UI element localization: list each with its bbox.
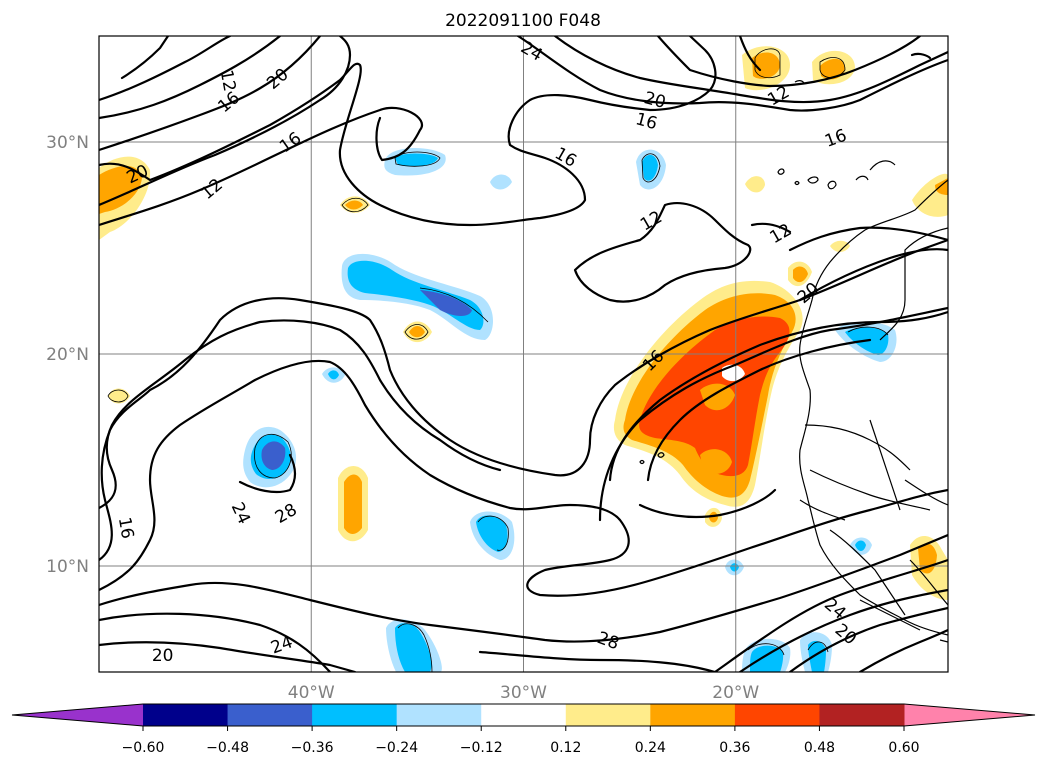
contour-lines — [99, 36, 948, 672]
colorbar: −0.60 −0.48 −0.36 −0.24 −0.12 0.12 0.24 0.36 0.4… — [11, 703, 1036, 756]
colorbar-segment — [312, 704, 398, 726]
y-axis-tick-labels: 30°N 20°N 10°N — [46, 133, 89, 577]
colorbar-segment — [227, 704, 313, 726]
contour-label: 20 — [152, 646, 174, 666]
colorbar-segment — [143, 704, 229, 726]
colorbar-tick-label: −0.12 — [460, 740, 503, 756]
contour-label: 16 — [114, 516, 137, 541]
colorbar-segment — [565, 704, 651, 726]
coastlines — [639, 80, 948, 643]
colorbar-tick-label: 0.24 — [635, 740, 666, 756]
contour-label-text: 16 — [114, 516, 137, 541]
colorbar-segment — [819, 704, 905, 726]
y-tick-label: 30°N — [46, 133, 89, 153]
colorbar-tick-label: −0.24 — [375, 740, 418, 756]
colorbar-tick-label: 0.36 — [719, 740, 750, 756]
colorbar-tick-label: −0.48 — [206, 740, 249, 756]
colorbar-tick-label: 0.12 — [550, 740, 581, 756]
contour-label: 12 — [216, 68, 239, 93]
colorbar-segment — [481, 704, 567, 726]
colorbar-segment — [396, 704, 482, 726]
colorbar-tick-label: 0.60 — [888, 740, 919, 756]
x-tick-label: 40°W — [288, 683, 335, 703]
grid-lines — [99, 36, 948, 672]
chart-title: 2022091100 F048 — [445, 11, 601, 31]
anomaly-outlines — [107, 48, 889, 672]
y-tick-label: 10°N — [46, 557, 89, 577]
map-frame — [98, 35, 949, 673]
contour-label-text: 12 — [216, 68, 239, 93]
x-tick-label: 30°W — [500, 683, 547, 703]
colorbar-tick-label: −0.36 — [291, 740, 334, 756]
x-axis-tick-labels: 40°W 30°W 20°W — [288, 683, 760, 703]
colorbar-extend-min — [12, 704, 143, 726]
colorbar-segment — [650, 704, 736, 726]
colorbar-tick-label: 0.48 — [804, 740, 835, 756]
y-tick-label: 20°N — [46, 345, 89, 365]
colorbar-segment — [734, 704, 820, 726]
colorbar-tick-label: −0.60 — [122, 740, 165, 756]
colorbar-extend-max — [904, 704, 1035, 726]
x-tick-label: 20°W — [712, 683, 759, 703]
contour-label-text: 20 — [152, 646, 174, 666]
